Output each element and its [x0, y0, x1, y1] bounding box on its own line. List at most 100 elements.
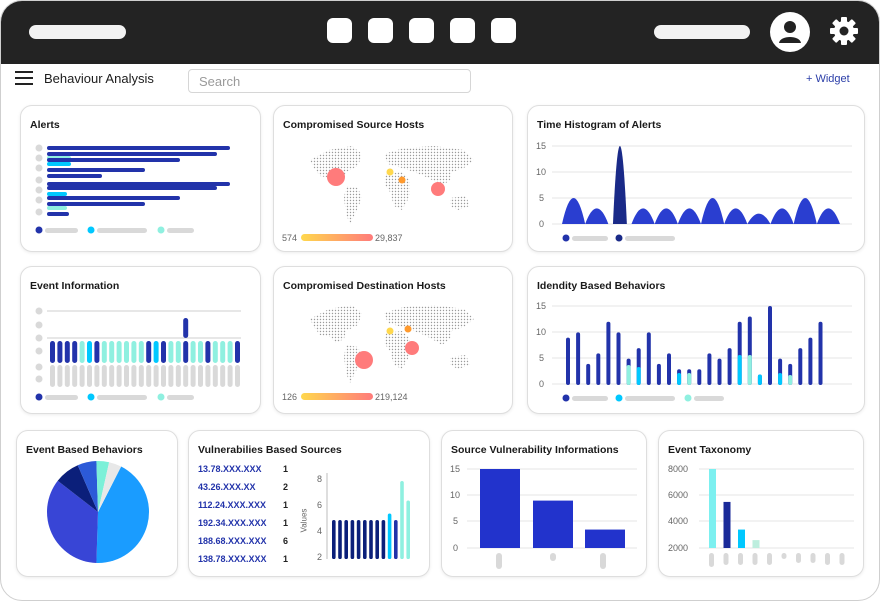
vulnerability-ip[interactable]: 138.78.XXX.XXX	[198, 554, 267, 564]
compromised-source-card[interactable]: Compromised Source Hosts 574 29,837	[273, 105, 513, 252]
event-bar-bg	[109, 365, 115, 387]
gear-icon[interactable]	[827, 14, 861, 48]
alerts-card[interactable]: Alerts	[20, 105, 261, 252]
event-bar	[131, 341, 137, 363]
top-bar-pill-left[interactable]	[29, 25, 126, 39]
identity-bar	[768, 306, 772, 385]
menu-icon[interactable]	[15, 71, 33, 87]
time-histogram-card[interactable]: Time Histogram of Alerts 15 10 5 0	[527, 105, 865, 252]
search-input[interactable]: Search	[188, 69, 471, 93]
user-icon[interactable]	[770, 12, 810, 52]
histogram-peak	[793, 198, 817, 224]
event-bar-bg	[79, 365, 85, 387]
identity-bar	[727, 348, 732, 385]
nav-square-5[interactable]	[491, 18, 516, 43]
histogram-peak	[677, 208, 701, 224]
identity-behaviors-card[interactable]: Idendity Based Behaviors 15 10 5 0	[527, 266, 865, 414]
vulnerability-ip[interactable]: 192.34.XXX.XXX	[198, 518, 267, 528]
identity-bar	[616, 332, 621, 385]
event-based-pie	[46, 461, 150, 563]
event-bar	[57, 341, 63, 363]
card-title: Time Histogram of Alerts	[537, 119, 662, 131]
vulnerability-bar	[356, 520, 361, 559]
histogram-peak	[816, 208, 840, 224]
compromised-destination-card[interactable]: Compromised Destination Hosts 126 219,12…	[273, 266, 513, 414]
event-bar-bg	[101, 365, 107, 387]
y-tick: 2	[317, 552, 323, 562]
heat-scale	[301, 393, 373, 400]
event-bar	[212, 341, 218, 363]
event-bar	[116, 341, 122, 363]
identity-bar	[798, 348, 803, 385]
top-bar-pill-right[interactable]	[654, 25, 750, 39]
event-bar-bg	[198, 365, 203, 387]
event-based-card[interactable]: Event Based Behaviors	[16, 430, 178, 577]
vulnerabilities-card[interactable]: Vulnerabilies Based Sources 13.78.XXX.XX…	[188, 430, 430, 577]
vulnerability-ip[interactable]: 112.24.XXX.XXX	[198, 500, 267, 510]
event-taxonomy-chart	[699, 468, 854, 567]
nav-square-2[interactable]	[368, 18, 393, 43]
y-tick: 4000	[668, 516, 689, 526]
y-tick: 0	[453, 543, 459, 553]
event-bar	[124, 341, 129, 363]
event-bar	[168, 341, 174, 363]
event-bar	[79, 341, 85, 363]
event-legend	[35, 393, 194, 401]
event-bar	[138, 341, 144, 363]
identity-bar	[697, 369, 702, 385]
event-bar-bg	[161, 365, 166, 387]
identity-bar	[646, 332, 651, 385]
event-bar-bg	[153, 365, 159, 387]
identity-bar-overlay	[687, 373, 692, 385]
event-bar-bg	[72, 365, 78, 387]
vulnerability-ip[interactable]: 188.68.XXX.XXX	[198, 536, 267, 546]
identity-legend	[562, 394, 724, 402]
range-min-label: 126	[282, 392, 298, 402]
pie-slice	[96, 466, 150, 563]
vulnerability-bar	[338, 520, 342, 559]
page-title: Behaviour Analysis	[44, 71, 154, 86]
vulnerability-ip[interactable]: 43.26.XXX.XX	[198, 482, 256, 492]
event-bar-bg	[57, 365, 63, 387]
card-title: Alerts	[30, 119, 60, 131]
nav-square-4[interactable]	[450, 18, 475, 43]
alerts-legend	[35, 226, 194, 234]
y-tick: 6000	[668, 490, 689, 500]
vulnerability-bar	[387, 513, 392, 559]
card-title: Event Based Behaviors	[26, 444, 143, 456]
vulnerabilities-chart	[326, 473, 410, 559]
pie-slice	[98, 462, 122, 512]
event-bar	[161, 341, 166, 363]
vulnerability-ip[interactable]: 13.78.XXX.XXX	[198, 464, 262, 474]
identity-bar	[586, 363, 591, 385]
identity-bars	[566, 306, 823, 385]
y-tick: 6	[317, 500, 323, 510]
vulnerability-bar	[394, 520, 398, 559]
range-min-label: 574	[282, 233, 298, 243]
add-widget-button[interactable]: + Widget	[806, 73, 850, 85]
y-tick: 0	[539, 379, 545, 389]
vulnerability-bar	[375, 520, 379, 559]
card-title: Event Information	[30, 280, 120, 292]
vulnerability-count: 1	[283, 464, 289, 474]
event-bars	[50, 318, 240, 387]
taxonomy-pill	[825, 553, 830, 565]
histogram-peak	[724, 208, 748, 224]
source-vulnerability-card[interactable]: Source Vulnerability Informations 15 10 …	[441, 430, 647, 577]
event-taxonomy-card[interactable]: Event Taxonomy 8000 6000 4000 2000	[658, 430, 864, 577]
identity-bar	[596, 353, 601, 385]
event-information-card[interactable]: Event Information	[20, 266, 261, 414]
identity-bar	[566, 337, 570, 385]
y-tick: 15	[536, 141, 547, 151]
histogram-peak	[612, 146, 627, 224]
histogram-peak	[747, 213, 771, 224]
identity-bar-overlay	[757, 374, 762, 385]
nav-square-1[interactable]	[327, 18, 352, 43]
y-tick: 5	[539, 353, 545, 363]
pie-slice	[57, 465, 98, 512]
histogram-peak	[654, 208, 678, 224]
nav-square-3[interactable]	[409, 18, 434, 43]
y-tick: 8000	[668, 464, 689, 474]
event-bar-bg	[138, 365, 144, 387]
